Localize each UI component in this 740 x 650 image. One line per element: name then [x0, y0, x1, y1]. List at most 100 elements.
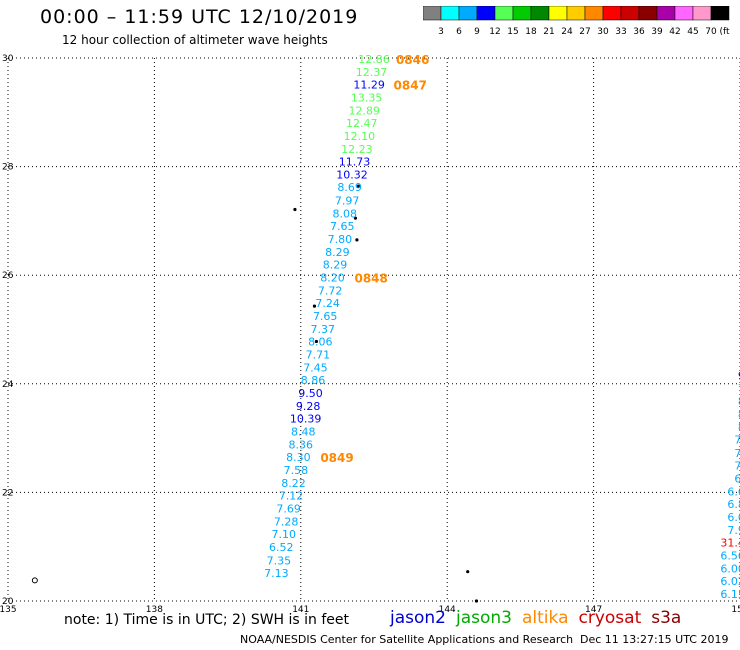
- lon-tick-label: 150: [731, 605, 740, 615]
- wave-height-value: 7.69: [276, 503, 301, 516]
- wave-height-value: 7.13: [264, 567, 289, 580]
- wave-height-value: 12.86: [358, 53, 390, 66]
- wave-height-value: 8.29: [323, 258, 348, 271]
- wave-height-value: 7: [738, 382, 740, 395]
- scale-tick-label: 36: [633, 27, 645, 37]
- wave-height-value: 11.73: [339, 156, 371, 169]
- wave-height-value: 7.58: [284, 464, 309, 477]
- scale-tick-label: 3: [438, 27, 444, 37]
- wave-height-value: 6.: [734, 472, 740, 485]
- wave-height-value: 12.37: [356, 66, 388, 79]
- wave-height-value: 7.35: [267, 554, 292, 567]
- scale-tick-label: 45: [687, 27, 698, 37]
- wave-height-value: 31.4: [720, 536, 740, 549]
- satellite-legend: jason2 jason3 altika cryosat s3a: [390, 608, 691, 628]
- wave-height-value: 7.: [734, 447, 740, 460]
- pass-time-label: 0847: [394, 79, 427, 93]
- scale-tick-label: 27: [579, 27, 590, 37]
- lat-tick-label: 30: [2, 54, 14, 64]
- wave-height-value: 7.97: [335, 194, 360, 207]
- scale-tick-label: 42: [669, 27, 680, 37]
- wave-height-value: 11.29: [353, 79, 385, 92]
- buoy-marker: [31, 577, 38, 584]
- wave-height-value: 13.35: [351, 92, 383, 105]
- scale-tick-label: 30: [597, 27, 609, 37]
- wave-height-value: 12.47: [346, 117, 378, 130]
- lat-tick-label: 26: [2, 271, 14, 281]
- wave-height-value: 7.65: [313, 310, 338, 323]
- satellite-legend-item: cryosat: [578, 608, 642, 628]
- wave-height-value: 6.15: [720, 588, 740, 601]
- wave-height-value: 6.56: [720, 549, 740, 562]
- wave-height-value: 6.6: [727, 485, 740, 498]
- wave-height-value: 7.80: [328, 233, 353, 246]
- wave-height-value: 9.28: [296, 400, 321, 413]
- wave-height-value: 6.02: [720, 575, 740, 588]
- wave-height-value: 10.39: [290, 413, 322, 426]
- credit-line: NOAA/NESDIS Center for Satellite Applica…: [240, 633, 574, 646]
- wave-height-value: 8.36: [289, 439, 314, 452]
- wave-height-value: 8.30: [286, 451, 311, 464]
- satellite-legend-item: s3a: [651, 608, 682, 628]
- scale-tick-label: 21: [543, 27, 554, 37]
- map-subtitle: 12 hour collection of altimeter wave hei…: [62, 33, 328, 47]
- wave-height-value: 9.50: [298, 387, 323, 400]
- scale-tick-label: 9: [474, 27, 480, 37]
- lon-tick-label: 141: [292, 605, 309, 615]
- satellite-legend-item: altika: [522, 608, 569, 628]
- wave-height-value: 8.48: [291, 426, 316, 439]
- scale-tick-label: 18: [525, 27, 537, 37]
- lat-tick-label: 28: [2, 163, 14, 173]
- wave-height-value: 8: [738, 395, 740, 408]
- scale-tick-label: 12: [489, 27, 500, 37]
- island-marker: [466, 570, 470, 574]
- map-title: 00:00 – 11:59 UTC 12/10/2019: [40, 6, 359, 28]
- island-marker: [355, 238, 359, 242]
- wave-height-value: 8.22: [281, 477, 306, 490]
- wave-height-value: 7.45: [303, 362, 328, 375]
- wave-height-value: 7.10: [271, 528, 296, 541]
- wave-height-value: 8: [738, 408, 740, 421]
- wave-height-value: 8.20: [320, 271, 345, 284]
- island-marker: [353, 216, 358, 220]
- wave-height-value: 12.23: [341, 143, 373, 156]
- pass-time-label: 0848: [354, 271, 387, 285]
- island-marker: [314, 339, 319, 344]
- lon-tick-label: 135: [0, 605, 17, 615]
- wave-height-value: 6.00: [720, 562, 740, 575]
- wave-height-value: 7.37: [311, 323, 336, 336]
- wave-height-value: 6.0: [727, 511, 740, 524]
- island-marker: [356, 184, 360, 188]
- satellite-legend-item: jason2: [390, 608, 446, 628]
- scale-tick-label: 24: [561, 27, 573, 37]
- wave-height-value: 7.28: [274, 516, 299, 529]
- wave-height-value: 7.9: [727, 524, 740, 537]
- scale-tick-label: 15: [507, 27, 518, 37]
- wave-height-value: 7.: [734, 459, 740, 472]
- lon-tick-label: 144: [439, 605, 456, 615]
- footer-note: note: 1) Time is in UTC; 2) SWH is in fe…: [64, 612, 350, 628]
- island-marker: [474, 599, 479, 603]
- wave-height-value: 7.12: [279, 490, 304, 503]
- wave-height-value: 7.71: [306, 348, 331, 361]
- scale-tick-label: 70: [705, 27, 717, 37]
- wave-height-value: 12.10: [344, 130, 376, 143]
- wave-height-value: 7.65: [330, 220, 355, 233]
- wave-height-value: 7.24: [315, 297, 340, 310]
- timestamp: Dec 11 13:27:15 UTC 2019: [580, 633, 729, 646]
- satellite-legend-item: jason3: [456, 608, 512, 628]
- scale-unit: (ft): [719, 27, 730, 37]
- scale-tick-label: 33: [615, 27, 626, 37]
- wave-height-value: 8: [738, 421, 740, 434]
- island-marker: [293, 207, 297, 212]
- lon-tick-label: 147: [585, 605, 602, 615]
- lat-tick-label: 20: [2, 597, 14, 607]
- wave-height-value: 8.69: [337, 181, 362, 194]
- pass-time-label: 0846: [396, 53, 429, 67]
- wave-height-value: 7.72: [318, 284, 343, 297]
- wave-height-value: 9: [738, 370, 740, 383]
- lat-tick-label: 24: [2, 380, 14, 390]
- island-marker: [312, 304, 317, 308]
